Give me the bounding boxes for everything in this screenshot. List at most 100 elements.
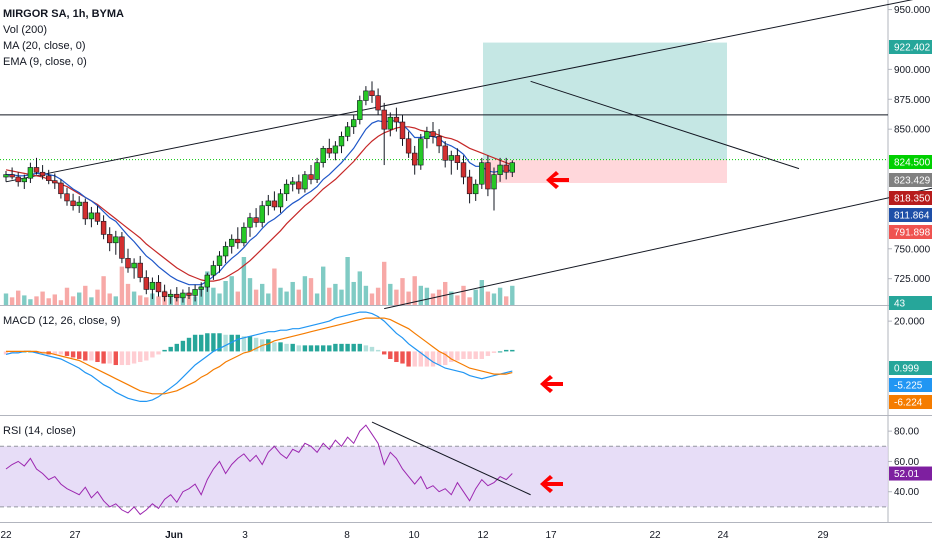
price-badge [889,296,932,310]
volume-bar [394,289,399,305]
volume-bar [144,297,149,305]
volume-bar [443,281,448,305]
candle-body [216,255,223,266]
macd-histogram-bar [278,342,283,352]
macd-histogram-bar [107,351,112,364]
symbol-title: MIRGOR SA, 1h, BYMA [3,8,125,20]
volume-bar [455,295,460,305]
candle-body [180,292,186,299]
candle-body [485,162,491,190]
volume-bar [339,289,344,305]
macd-histogram-bar [101,351,106,364]
volume-bar [101,276,106,305]
candle-body [174,293,180,299]
price-badge-label: 922.402 [894,43,931,54]
volume-bar [400,278,405,305]
candle-body [503,164,509,173]
macd-histogram-bar [296,345,301,352]
macd-histogram-bar [174,343,179,352]
candle-body [418,138,424,166]
macd-histogram-bar [125,351,131,366]
volume-bar [388,283,393,305]
y-tick-label: 725.000 [894,274,931,285]
volume-bar [89,297,94,305]
macd-histogram-bar [351,343,356,352]
long-position-target-zone [483,42,727,160]
macd-histogram-bar [424,351,430,367]
macd-histogram-bar [400,351,405,364]
candle-body [253,217,259,223]
volume-bar [16,290,21,305]
x-tick-label: 22 [0,530,12,541]
candle-body [369,90,375,96]
volume-bar [510,285,515,305]
candle-body [27,167,34,179]
volume-bar [321,266,326,305]
candle-body [82,201,89,220]
candle-body [88,212,95,220]
price-badge-label: 824.500 [894,158,931,169]
macd-histogram-bar [241,336,247,352]
macd-histogram-bar [345,343,350,352]
price-badge [889,225,932,239]
volume-bar [9,297,15,305]
volume-bar [58,300,64,305]
candle-body [405,138,412,154]
candle-body [479,162,485,185]
macd-histogram-bar [52,351,57,355]
candle-body [222,246,229,257]
macd-histogram-bar [235,334,240,352]
candle-body [472,183,479,195]
volume-bar [375,287,381,305]
candle-body [466,176,473,195]
candle-body [375,95,381,111]
rsi-badge [889,466,932,481]
candle-body [119,236,125,259]
macd-histogram-bar [504,349,509,352]
volume-bar [247,278,253,305]
candle-body [344,126,351,137]
volume-bar [461,285,466,305]
rsi-title[interactable]: RSI (14, close) [3,425,76,437]
macd-histogram-bar [491,351,497,353]
macd-histogram-bar [369,346,375,352]
macd-histogram-bar [406,351,411,367]
volume-bar [473,289,478,305]
indicator-ema[interactable]: EMA (9, close, 0) [3,56,87,68]
volume-bar [138,295,143,305]
volume-bar [436,289,442,305]
price-badge [889,173,932,187]
macd-histogram-bar [199,334,204,352]
macd-histogram-bar [162,349,167,352]
macd-histogram-bar [272,342,277,352]
macd-histogram-bar [77,351,82,359]
volume-bar [430,293,436,305]
volume-bar [229,276,234,305]
macd-histogram-bar [412,351,417,367]
macd-badge [889,378,932,392]
macd-histogram-bar [180,340,186,352]
macd-histogram-bar [223,334,228,352]
volume-bar [119,266,125,305]
indicator-volume[interactable]: Vol (200) [3,24,48,36]
macd-badge-label: -6.224 [894,398,923,409]
volume-bar [113,296,118,305]
macd-histogram-bar [333,343,338,352]
volume-bar [217,293,222,305]
candle-body [125,258,131,269]
macd-histogram-bar [455,351,460,361]
volume-bar [333,283,338,305]
price-badge-label: 811.864 [894,211,930,222]
candle-body [259,205,265,223]
macd-title[interactable]: MACD (12, 26, close, 9) [3,315,121,327]
y-tick-label: 950.000 [894,5,931,16]
candle-body [229,238,235,247]
indicator-ma[interactable]: MA (20, close, 0) [3,40,86,52]
rsi-trendline [371,421,531,496]
macd-histogram-bar [284,343,289,352]
candle-body [497,164,503,175]
candle-body [161,291,168,297]
price-badge-label: 818.350 [894,194,931,205]
candle-body [387,116,393,130]
